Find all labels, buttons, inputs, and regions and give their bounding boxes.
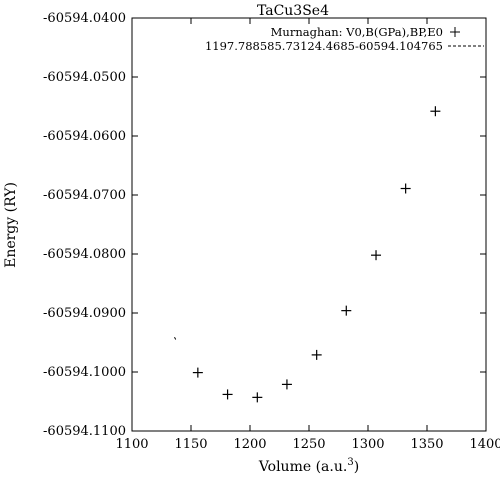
data-point <box>222 389 233 400</box>
data-point <box>341 305 352 316</box>
data-point <box>281 379 292 390</box>
chart-title: TaCu3Se4 <box>257 3 329 19</box>
x-axis-ticks: 1100 1150 1200 1250 1300 1350 1400 <box>115 18 500 452</box>
x-tick-label: 1100 <box>115 437 148 452</box>
legend-marker-plus <box>450 27 460 37</box>
data-point <box>252 392 263 403</box>
x-axis-label: Volume (a.u.3) <box>258 457 359 475</box>
y-tick-label: -60594.1100 <box>43 424 126 439</box>
series-fit-line <box>174 336 177 340</box>
series-murnaghan-points <box>192 106 441 403</box>
x-tick-label: 1350 <box>410 437 443 452</box>
x-tick-label: 1150 <box>174 437 207 452</box>
data-point <box>192 367 203 378</box>
data-point <box>430 106 441 117</box>
y-tick-label: -60594.0500 <box>43 70 126 85</box>
y-tick-label: -60594.0700 <box>43 188 126 203</box>
y-tick-label: -60594.0800 <box>43 247 126 262</box>
y-axis-label: Energy (RY) <box>3 182 19 268</box>
legend-label-data: Murnaghan: V0,B(GPa),BP,E0 <box>271 25 443 39</box>
data-point <box>311 349 322 360</box>
y-tick-label: -60594.0900 <box>43 306 126 321</box>
x-tick-label: 1250 <box>292 437 325 452</box>
plot-area-frame <box>131 17 487 432</box>
data-point <box>400 183 411 194</box>
x-tick-label: 1400 <box>469 437 500 452</box>
y-tick-label: -60594.0400 <box>43 11 126 26</box>
y-tick-label: -60594.1000 <box>43 365 126 380</box>
y-axis-ticks: -60594.0400 -60594.0500 -60594.0600 -60594.… <box>43 11 486 439</box>
y-tick-label: -60594.0600 <box>43 129 126 144</box>
x-axis-label-superscript: 3 <box>347 457 353 468</box>
legend-label-fit: 1197.788585.73124.4685-60594.104765 <box>205 39 443 53</box>
x-tick-label: 1300 <box>351 437 384 452</box>
fit-line-segment <box>174 336 177 340</box>
data-point <box>371 250 382 261</box>
x-tick-label: 1200 <box>233 437 266 452</box>
legend: Murnaghan: V0,B(GPa),BP,E0 1197.788585.7… <box>205 25 484 53</box>
